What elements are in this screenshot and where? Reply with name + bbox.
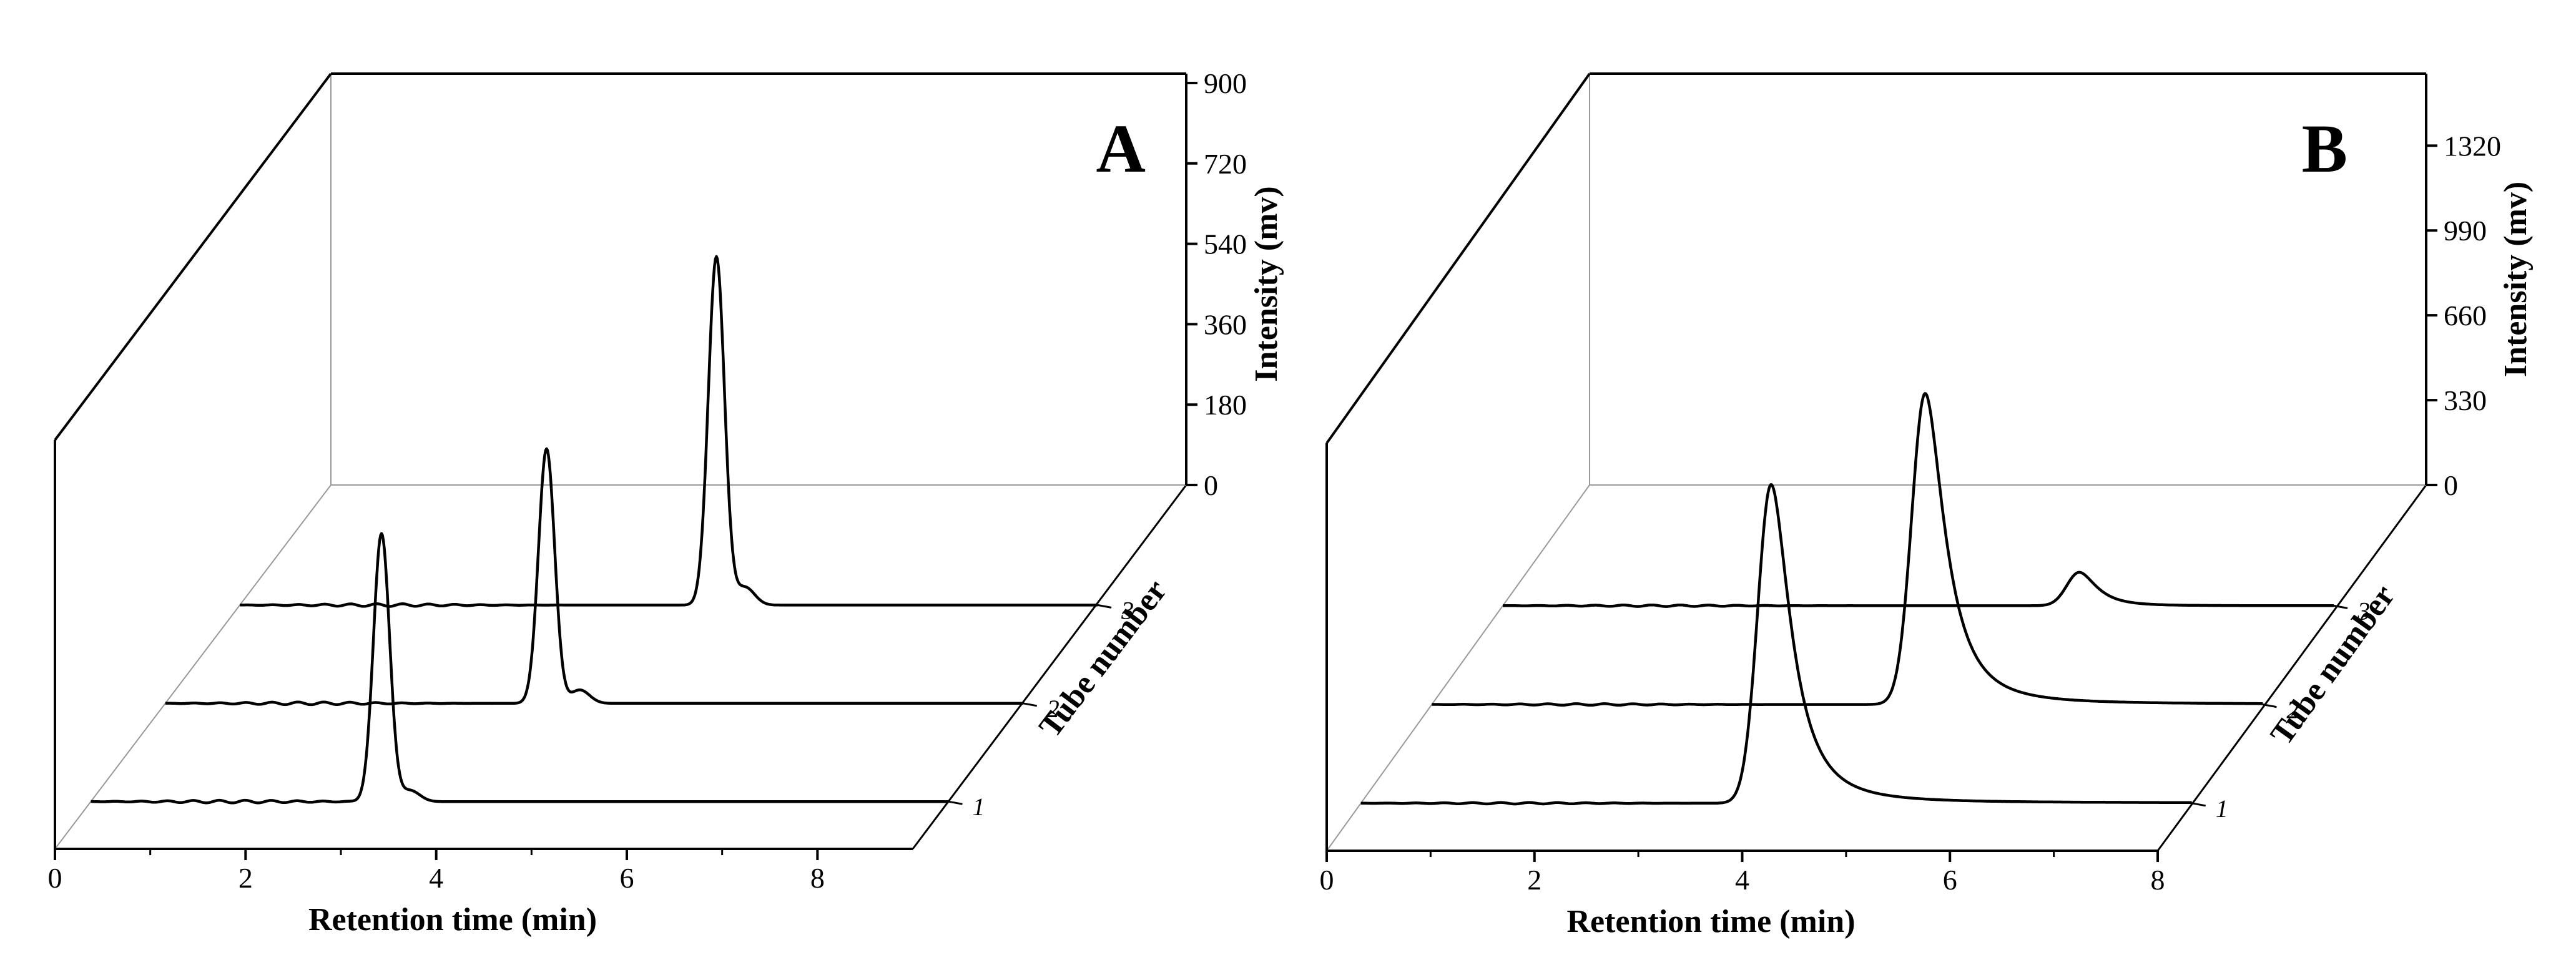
y-tick-label: 540	[1204, 228, 1247, 260]
y-tick-label: 990	[2444, 215, 2487, 247]
y-tick-label: 1320	[2444, 130, 2501, 162]
z-tick-mark	[2333, 604, 2348, 609]
floor-left-edge	[54, 484, 332, 850]
series-line-tube-1	[239, 255, 1098, 608]
x-axis-label: Retention time (min)	[308, 902, 597, 938]
x-tick-label: 8	[810, 862, 825, 894]
x-tick-label: 0	[48, 862, 62, 894]
z-tick-mark	[1097, 604, 1112, 609]
x-tick-label: 6	[620, 862, 634, 894]
x-axis-label: Retention time (min)	[1566, 904, 1855, 939]
z-tick-mark	[948, 800, 963, 805]
series-line-tube-2	[1431, 392, 2264, 707]
series-line-tube-1	[1502, 571, 2334, 608]
y-axis-label: Intensity (mv)	[2498, 182, 2534, 377]
series-line-tube-3	[1360, 483, 2193, 806]
x-tick-label: 0	[1320, 864, 1334, 896]
z-tick-label: 2	[1047, 695, 1059, 723]
panel-a-chart: 0 2 4 6 8 Retention time (min) 0 180 360 540 720 90…	[48, 67, 1285, 938]
panel-letter: B	[2302, 110, 2347, 187]
x-tick-label: 4	[429, 862, 443, 894]
y-tick-label: 0	[1204, 469, 1218, 501]
y-axis-label: Intensity (mv)	[1249, 186, 1284, 381]
z-tick-mark	[2191, 802, 2206, 807]
z-axis-line	[2156, 484, 2427, 851]
y-tick-label: 720	[1204, 148, 1247, 180]
z-tick-mark	[1023, 702, 1038, 707]
z-tick-label: 3	[1121, 596, 1134, 624]
x-tick-label: 6	[1943, 864, 1957, 896]
x-tick-label: 2	[238, 862, 253, 894]
x-tick-label: 4	[1735, 864, 1749, 896]
y-tick-label: 330	[2444, 385, 2487, 416]
panel-b-chart: 0 2 4 6 8 Retention time (min) 0 330 660 990 1320 I…	[1320, 72, 2534, 939]
panel-letter: A	[1096, 110, 1146, 187]
z-tick-label: 1	[2216, 795, 2228, 823]
top-left-edge	[1325, 72, 1591, 444]
z-axis-label: Tube number	[1032, 573, 1174, 744]
y-tick-label: 660	[2444, 300, 2487, 331]
y-tick-label: 180	[1204, 389, 1247, 421]
y-tick-label: 0	[2444, 469, 2458, 501]
z-axis-line	[912, 484, 1187, 850]
floor-left-edge	[1326, 484, 1590, 851]
z-tick-label: 1	[972, 793, 985, 821]
x-tick-label: 2	[1527, 864, 1541, 896]
x-tick-label: 8	[2151, 864, 2165, 896]
top-left-edge	[54, 72, 332, 441]
y-tick-label: 900	[1204, 67, 1247, 99]
series-line-tube-3	[90, 532, 950, 805]
series-line-tube-2	[165, 447, 1024, 707]
z-tick-mark	[2263, 703, 2277, 708]
z-tick-label: 2	[2286, 696, 2299, 724]
z-tick-label: 3	[2357, 597, 2370, 625]
y-tick-label: 360	[1204, 308, 1247, 340]
